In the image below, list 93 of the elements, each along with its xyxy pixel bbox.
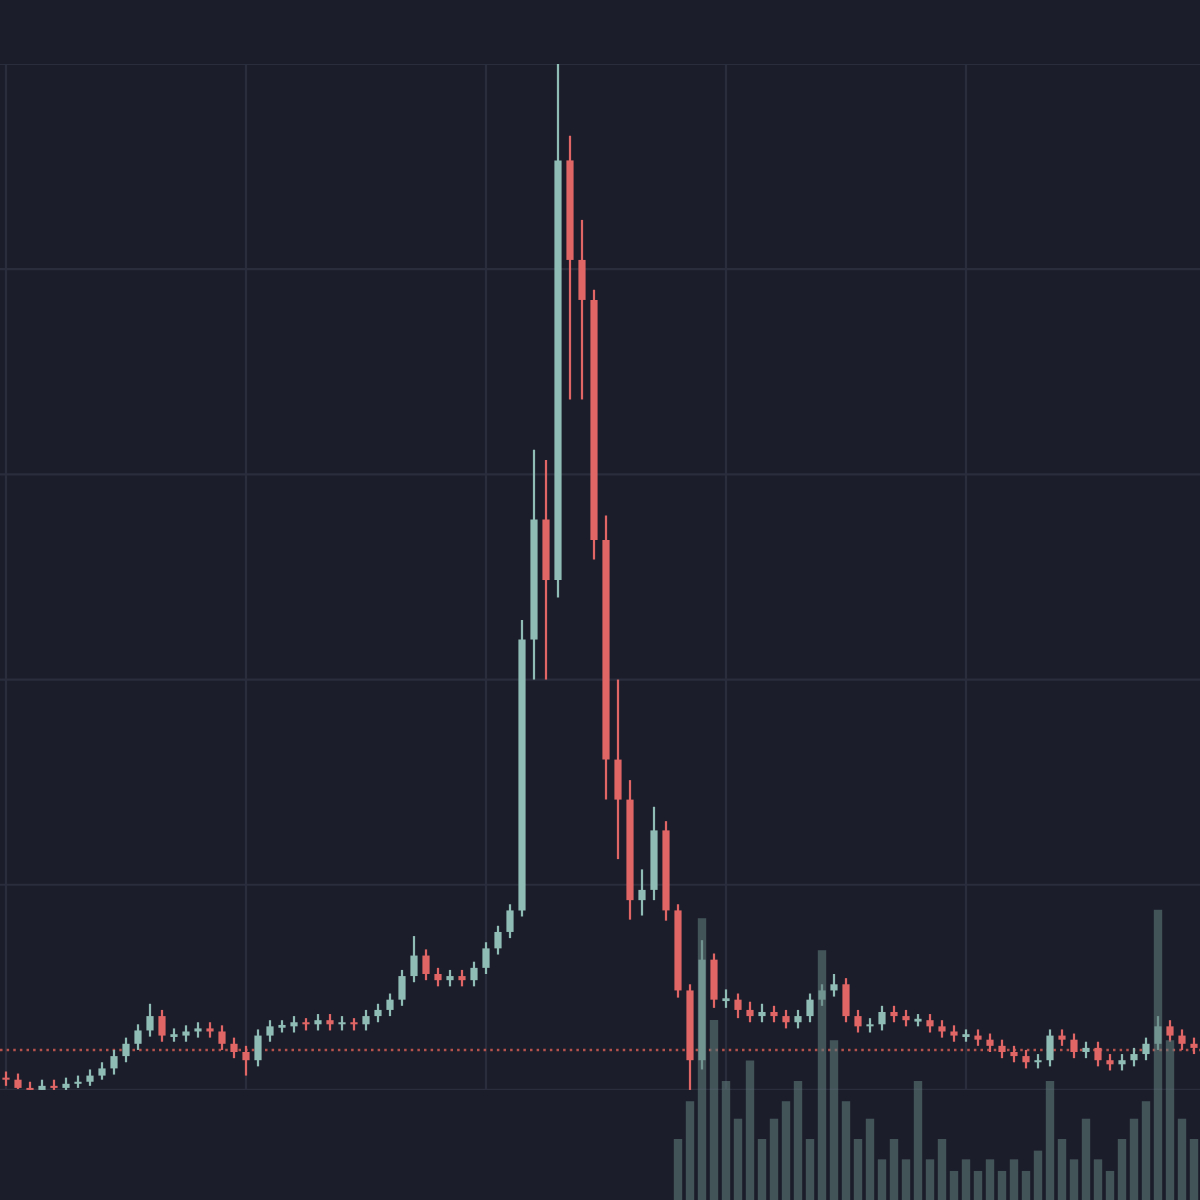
bar: [889, 1139, 899, 1200]
bar: [901, 1159, 911, 1200]
bar: [853, 1139, 863, 1200]
candlestick: [494, 924, 502, 956]
bar: [1165, 1040, 1175, 1200]
bar: [997, 1170, 1007, 1200]
candlestick: [926, 1012, 934, 1034]
candlestick: [1130, 1046, 1138, 1068]
candlestick: [830, 972, 838, 998]
bar: [913, 1080, 923, 1200]
bar: [829, 1040, 839, 1200]
candlestick: [1178, 1028, 1186, 1052]
candlestick: [218, 1024, 226, 1052]
bar: [757, 1139, 767, 1200]
candlestick: [374, 1002, 382, 1024]
candlestick: [1154, 1014, 1162, 1052]
candlestick: [386, 992, 394, 1018]
candlestick: [758, 1002, 766, 1024]
candlestick: [470, 960, 478, 988]
bar: [1105, 1170, 1115, 1200]
bar: [1141, 1101, 1151, 1200]
candlestick: [398, 968, 406, 1007]
candlestick: [578, 218, 586, 401]
candlestick: [806, 992, 814, 1024]
bar: [697, 918, 707, 1200]
candlestick: [1166, 1019, 1174, 1043]
bar: [805, 1139, 815, 1200]
candlestick: [854, 1008, 862, 1034]
bar: [745, 1060, 755, 1200]
bar: [949, 1170, 959, 1200]
candlestick: [230, 1036, 238, 1060]
candlestick: [1022, 1048, 1030, 1070]
candlestick: [122, 1036, 130, 1064]
bar: [1153, 909, 1163, 1200]
bar: [865, 1118, 875, 1200]
candlestick: [842, 977, 850, 1024]
bar: [1081, 1118, 1091, 1200]
bar: [841, 1101, 851, 1200]
candlestick: [242, 1044, 250, 1077]
bar: [1045, 1080, 1055, 1200]
candlestick: [110, 1048, 118, 1076]
candlestick: [362, 1008, 370, 1032]
bar: [709, 1019, 719, 1200]
candlestick: [710, 952, 718, 1009]
candlestick: [721, 988, 731, 1009]
bar: [1093, 1159, 1103, 1200]
bar: [1033, 1150, 1043, 1200]
candlestick: [134, 1023, 142, 1052]
candlestick: [1070, 1032, 1078, 1060]
candlestick: [1142, 1036, 1150, 1062]
bar: [973, 1170, 983, 1200]
bar: [1009, 1159, 1019, 1200]
bar: [685, 1101, 695, 1200]
candlestick: [422, 948, 430, 982]
bar: [793, 1080, 803, 1200]
bar: [1177, 1118, 1187, 1200]
candlestick: [794, 1008, 802, 1030]
candlestick: [506, 903, 514, 940]
candlestick: [146, 1002, 154, 1038]
candlestick: [1094, 1040, 1102, 1068]
bar: [1057, 1139, 1067, 1200]
bar: [925, 1159, 935, 1200]
bar: [673, 1139, 683, 1200]
candlestick: [734, 992, 742, 1020]
candlestick: [998, 1038, 1006, 1060]
bar: [1021, 1170, 1031, 1200]
bar: [1117, 1139, 1127, 1200]
candlestick: [818, 983, 826, 1007]
candlestick: [1046, 1028, 1054, 1068]
bar: [937, 1139, 947, 1200]
bar: [961, 1159, 971, 1200]
candlestick: [482, 941, 490, 976]
candlestick: [614, 678, 622, 861]
candlestick: [782, 1008, 790, 1030]
bar: [877, 1159, 887, 1200]
bar: [721, 1080, 731, 1200]
candlestick: [638, 868, 646, 917]
candlestick: [410, 934, 418, 984]
candlestick: [158, 1008, 166, 1043]
candlestick: [434, 966, 442, 988]
bar: [817, 950, 827, 1200]
bar: [769, 1118, 779, 1200]
candlestick: [986, 1032, 994, 1054]
candlestick: [266, 1019, 274, 1043]
candlestick: [746, 1000, 754, 1024]
bar: [1189, 1139, 1199, 1200]
bar: [733, 1118, 743, 1200]
candlestick: [878, 1004, 886, 1032]
bar: [985, 1159, 995, 1200]
candlestick: [254, 1028, 262, 1068]
bar: [1129, 1118, 1139, 1200]
bar: [781, 1101, 791, 1200]
bar: [1069, 1159, 1079, 1200]
